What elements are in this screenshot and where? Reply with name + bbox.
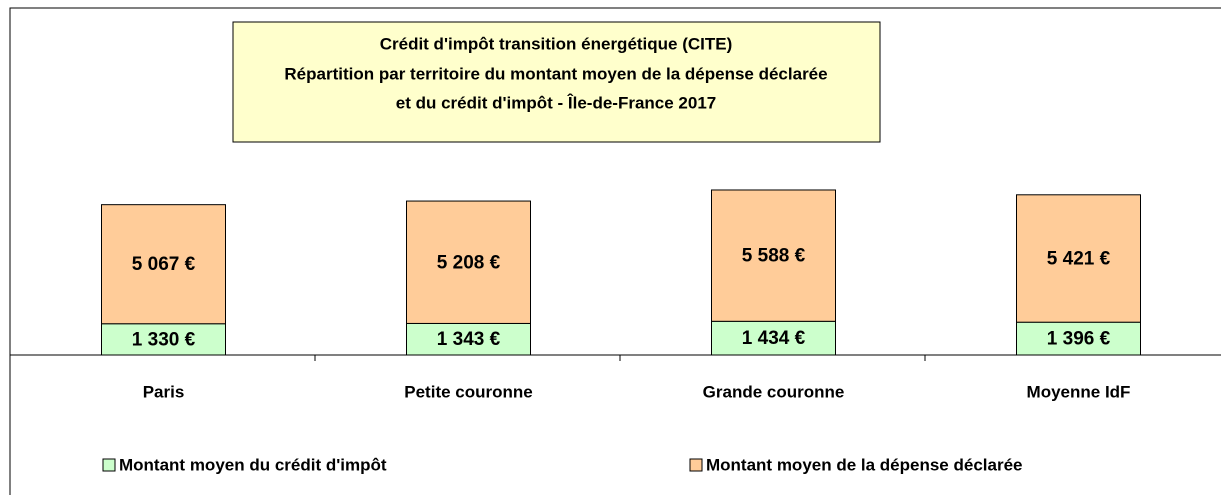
chart-title: Crédit d'impôt transition énergétique (C… [380, 34, 733, 53]
chart-title: et du crédit d'impôt - Île-de-France 201… [396, 93, 717, 112]
bar-segment [406, 322, 531, 356]
bar-segment [406, 200, 531, 324]
x-tick-label: Moyenne IdF [1027, 382, 1131, 401]
bar-segment [101, 323, 226, 356]
data-label: 1 330 € [132, 329, 196, 350]
bar-segment [711, 189, 836, 322]
legend-swatch [102, 458, 116, 472]
legend-label: Montant moyen du crédit d'impôt [119, 455, 387, 474]
x-tick-label: Grande couronne [703, 382, 845, 401]
data-label: 5 421 € [1047, 249, 1111, 270]
data-label: 1 396 € [1047, 329, 1111, 350]
bar-segment [711, 320, 836, 356]
x-tick-label: Petite couronne [404, 382, 532, 401]
data-label: 5 588 € [742, 246, 806, 267]
data-label: 5 067 € [132, 254, 196, 275]
bar-segment [1016, 194, 1141, 323]
legend-swatch [689, 458, 703, 472]
data-label: 5 208 € [437, 252, 501, 273]
bar-segment [101, 204, 226, 325]
x-tick-label: Paris [143, 382, 185, 401]
data-label: 1 434 € [742, 328, 806, 349]
legend-label: Montant moyen de la dépense déclarée [706, 455, 1022, 474]
chart-title: Répartition par territoire du montant mo… [284, 64, 827, 83]
data-label: 1 343 € [437, 329, 501, 350]
title-box [232, 21, 881, 143]
bar-segment [1016, 321, 1141, 356]
